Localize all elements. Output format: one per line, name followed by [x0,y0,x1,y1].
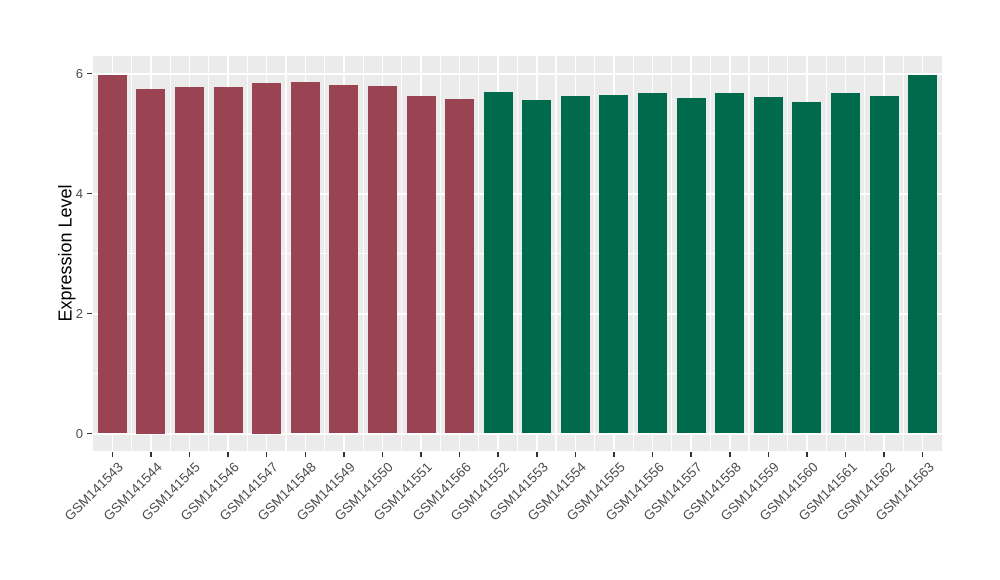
bar [599,95,629,434]
x-tick-mark [227,452,229,457]
x-tick-mark [458,452,461,457]
y-tick-label: 4 [75,186,83,201]
bar [483,92,513,434]
x-gridline-minor [439,56,441,451]
plot-panel [93,56,942,451]
bar [406,96,436,434]
x-tick-mark [806,452,808,457]
x-gridline-minor [748,56,750,451]
bar [213,86,243,434]
x-tick-mark [729,452,731,457]
bar [560,96,590,434]
x-tick-mark [111,452,114,457]
x-tick-mark [767,452,770,457]
x-tick-mark [420,452,422,457]
bar [715,92,745,434]
bar [445,99,475,434]
x-gridline-minor [594,56,596,451]
y-tick-label: 0 [75,426,83,441]
y-tick-mark [87,72,92,75]
bar [792,102,822,434]
x-tick-mark [304,452,306,457]
x-tick-mark [381,452,384,457]
y-axis-title: Expression Level [55,184,76,322]
x-tick-mark [150,452,152,457]
x-gridline-minor [169,56,171,451]
x-gridline-minor [632,56,634,451]
x-gridline-minor [825,56,827,451]
bar [174,87,204,434]
x-tick-mark [343,452,345,457]
x-tick-mark [613,452,615,457]
bar [869,96,899,434]
x-gridline-minor [516,56,519,451]
bar [329,84,359,434]
x-gridline-minor [323,56,326,451]
x-gridline-minor [130,56,133,451]
x-gridline-minor [787,56,789,451]
x-tick-mark [574,452,577,457]
x-gridline-minor [671,56,673,451]
y-tick-mark [87,312,92,315]
x-tick-mark [690,452,692,457]
x-gridline-minor [709,56,712,451]
y-tick-mark [87,192,92,195]
bar [676,98,706,434]
x-tick-mark [651,452,654,457]
x-tick-mark [188,452,191,457]
bar [522,99,552,434]
x-gridline-minor [401,56,403,451]
x-gridline-minor [362,56,364,451]
x-gridline-minor [208,56,210,451]
bar [136,88,166,434]
x-gridline-minor [864,56,866,451]
x-gridline-minor [478,56,480,451]
x-tick-mark [497,452,499,457]
bar [97,74,127,434]
x-tick-mark [844,452,847,457]
y-tick-label: 6 [75,66,83,81]
x-gridline-minor [902,56,904,451]
bar [367,86,397,434]
y-tick-label: 2 [75,306,83,321]
x-tick-mark [921,452,924,457]
x-tick-mark [265,452,268,457]
x-gridline-minor [555,56,557,451]
bar [290,81,320,434]
bar [252,82,282,434]
x-gridline-minor [246,56,248,451]
x-tick-mark [883,452,885,457]
x-tick-mark [536,452,538,457]
bar [753,96,783,434]
y-tick-mark [87,432,92,435]
bar [831,93,861,434]
bar [638,92,668,434]
x-gridline-minor [285,56,287,451]
bar [908,75,938,434]
